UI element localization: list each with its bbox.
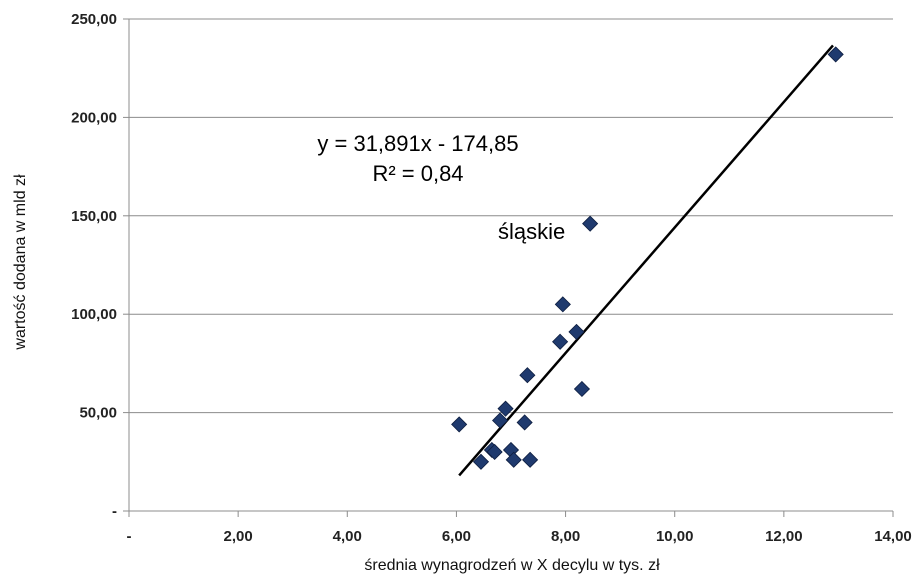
data-point [451, 416, 468, 433]
data-point [516, 414, 533, 431]
x-tick-label: 6,00 [442, 528, 471, 545]
x-tick-label: 10,00 [656, 528, 694, 545]
data-point [554, 296, 571, 313]
data-point [486, 443, 503, 461]
y-tick-labels: - 50,00 100,00 150,00 200,00 250,00 [71, 11, 117, 520]
data-point [522, 451, 539, 468]
x-tick-label: 2,00 [224, 528, 253, 545]
x-tick-label: - [127, 528, 132, 545]
data-point [568, 323, 585, 340]
data-points [451, 46, 844, 470]
data-point [552, 333, 569, 350]
y-tick-label: - [112, 503, 117, 520]
data-point [827, 46, 844, 63]
r-squared-label: R² = 0,84 [372, 161, 463, 186]
y-tick-label: 50,00 [79, 405, 117, 422]
y-tick-label: 150,00 [71, 208, 117, 225]
point-label-slaskie: śląskie [498, 219, 565, 244]
x-tick-labels: - 2,00 4,00 6,00 8,00 10,00 12,00 14,00 [127, 528, 912, 545]
x-tick-label: 4,00 [333, 528, 362, 545]
x-tick-label: 12,00 [765, 528, 803, 545]
y-axis-title: wartość dodana w mld zł [12, 174, 29, 351]
grid-lines [129, 18, 893, 414]
x-axis-title: średnia wynagrodzeń w X decylu w tys. zł [364, 557, 660, 574]
data-point [472, 453, 490, 470]
x-tick-label: 14,00 [874, 528, 912, 545]
axes [123, 18, 894, 517]
trendline-group [458, 44, 834, 477]
trendline-equation: y = 31,891x - 174,85 [317, 131, 518, 156]
data-point [505, 451, 522, 468]
data-point [497, 400, 514, 417]
data-point [582, 215, 599, 232]
data-point [573, 380, 591, 398]
data-point [492, 412, 509, 429]
trendline [458, 44, 834, 477]
x-tick-label: 8,00 [551, 528, 580, 545]
y-tick-label: 100,00 [71, 306, 117, 323]
y-tick-label: 250,00 [71, 11, 117, 28]
y-tick-label: 200,00 [71, 109, 117, 126]
data-point [519, 367, 536, 384]
